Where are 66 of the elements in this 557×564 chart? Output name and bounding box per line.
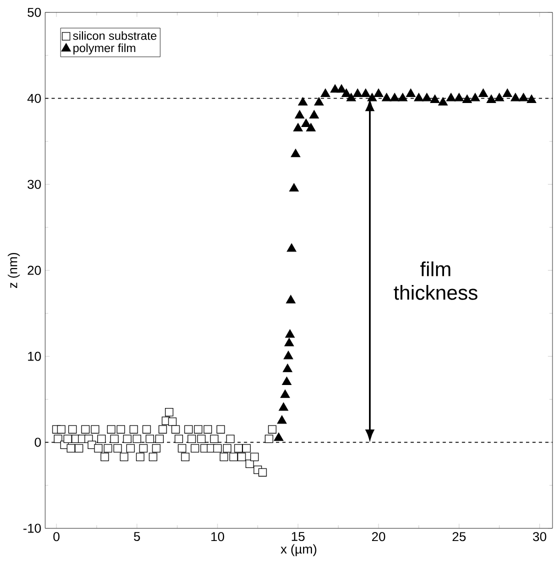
point xyxy=(336,84,346,93)
point xyxy=(277,415,287,424)
point xyxy=(374,88,384,97)
point xyxy=(282,376,292,385)
point xyxy=(294,110,304,118)
point xyxy=(309,110,319,118)
point xyxy=(494,92,504,102)
x-tick-label: 10 xyxy=(211,532,224,542)
point xyxy=(518,92,528,102)
point xyxy=(314,97,324,106)
point xyxy=(398,92,408,102)
point xyxy=(320,88,330,97)
point xyxy=(414,92,424,102)
x-tick-label: 25 xyxy=(452,532,466,542)
point xyxy=(446,92,456,102)
y-tick-label: 40 xyxy=(27,94,41,103)
x-axis-title: x (µm) xyxy=(280,544,316,556)
point xyxy=(510,92,520,102)
y-tick-label: 0 xyxy=(34,438,41,447)
point xyxy=(342,88,352,97)
legend-label: polymer film xyxy=(73,44,136,54)
y-tick-label: 50 xyxy=(28,8,41,17)
point xyxy=(280,390,290,398)
point xyxy=(367,92,377,102)
point xyxy=(286,243,296,252)
y-tick-label: 10 xyxy=(28,352,41,361)
point xyxy=(346,92,356,102)
point xyxy=(502,88,512,97)
point xyxy=(284,350,294,360)
point xyxy=(406,88,416,97)
y-tick-label: 20 xyxy=(28,266,41,275)
point xyxy=(430,94,440,103)
y-tick-label: -10 xyxy=(23,524,41,533)
point xyxy=(360,88,370,97)
point xyxy=(289,183,299,192)
point xyxy=(486,94,496,103)
annotation: film thickness xyxy=(394,261,478,300)
point xyxy=(422,92,432,102)
point xyxy=(306,123,316,132)
point xyxy=(284,338,294,346)
x-tick-label: 5 xyxy=(134,532,140,542)
point xyxy=(298,97,308,106)
point xyxy=(478,88,488,97)
point xyxy=(290,148,300,158)
point xyxy=(301,118,311,128)
point xyxy=(382,92,392,102)
point xyxy=(470,92,480,102)
point xyxy=(285,329,295,338)
point xyxy=(293,123,303,132)
y-tick-label: 30 xyxy=(28,180,41,189)
point xyxy=(278,402,288,411)
legend-label: silicon substrate xyxy=(73,31,156,40)
point xyxy=(438,97,448,106)
x-tick-label: 0 xyxy=(53,532,60,542)
point xyxy=(352,88,362,97)
x-tick-label: 30 xyxy=(532,532,546,542)
y-axis-title: z (nm) xyxy=(8,252,20,288)
point xyxy=(526,94,536,103)
point xyxy=(274,432,284,441)
point xyxy=(282,364,292,372)
point xyxy=(462,94,472,103)
point xyxy=(286,294,296,304)
x-tick-label: 20 xyxy=(372,532,386,542)
x-tick-label: 15 xyxy=(292,532,305,542)
point xyxy=(454,92,464,102)
point xyxy=(390,92,400,102)
